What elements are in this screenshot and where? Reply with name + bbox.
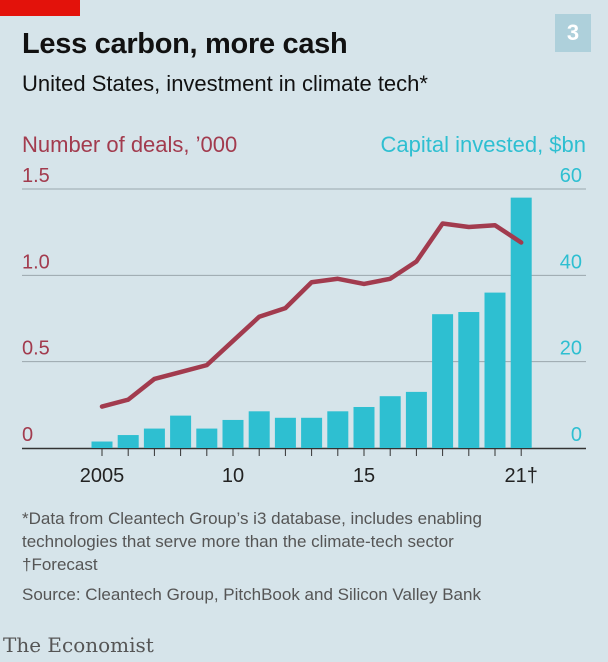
right-tick-label: 40 xyxy=(560,251,582,273)
x-tick-label: 2005 xyxy=(80,465,125,487)
right-axis-title: Capital invested, $bn xyxy=(381,132,586,157)
left-tick-label: 1.0 xyxy=(22,251,50,273)
bar-capital-invested xyxy=(170,415,192,448)
bar-layer xyxy=(91,197,532,448)
bar-capital-invested xyxy=(222,419,244,448)
left-tick-label: 0 xyxy=(22,424,33,446)
x-tick-label: 21† xyxy=(505,465,538,487)
x-tick-label: 10 xyxy=(222,465,244,487)
bar-capital-invested xyxy=(117,435,139,448)
line-number-of-deals xyxy=(99,221,524,409)
bar-capital-invested xyxy=(248,411,270,448)
footnote-data-note-cont: technologies that serve more than the cl… xyxy=(22,532,454,551)
line-layer xyxy=(99,221,524,409)
footnote-data-note: *Data from Cleantech Group’s i3 database… xyxy=(22,509,482,528)
left-tick-label: 1.5 xyxy=(22,165,50,187)
label-layer: Number of deals, ’000 Capital invested, $… xyxy=(22,132,586,487)
chart-subtitle: United States, investment in climate tec… xyxy=(22,71,428,96)
bar-capital-invested xyxy=(196,428,218,448)
bar-capital-invested xyxy=(91,441,113,448)
bar-capital-invested xyxy=(432,314,454,448)
bar-capital-invested xyxy=(510,197,532,448)
bar-capital-invested xyxy=(274,417,296,448)
bar-capital-invested xyxy=(143,428,165,448)
left-axis-title: Number of deals, ’000 xyxy=(22,132,237,157)
bar-capital-invested xyxy=(301,417,323,448)
footnote-forecast: †Forecast xyxy=(22,555,98,574)
brand-wordmark: The Economist xyxy=(3,633,154,657)
bar-capital-invested xyxy=(327,411,349,448)
right-tick-label: 60 xyxy=(560,165,582,187)
bar-capital-invested xyxy=(405,391,427,448)
right-tick-label: 0 xyxy=(571,424,582,446)
bar-capital-invested xyxy=(353,406,375,448)
chart-title: Less carbon, more cash xyxy=(22,28,348,60)
bar-capital-invested xyxy=(484,292,506,448)
brand-red-tab xyxy=(0,0,80,16)
chart-number-badge: 3 xyxy=(555,14,591,52)
x-tick-label: 15 xyxy=(353,465,375,487)
bar-capital-invested xyxy=(458,312,480,448)
footnote-source: Source: Cleantech Group, PitchBook and S… xyxy=(22,585,481,604)
chart-svg: Number of deals, ’000 Capital invested, $… xyxy=(22,132,586,487)
bar-capital-invested xyxy=(379,396,401,448)
left-tick-label: 0.5 xyxy=(22,338,50,360)
right-tick-label: 20 xyxy=(560,338,582,360)
